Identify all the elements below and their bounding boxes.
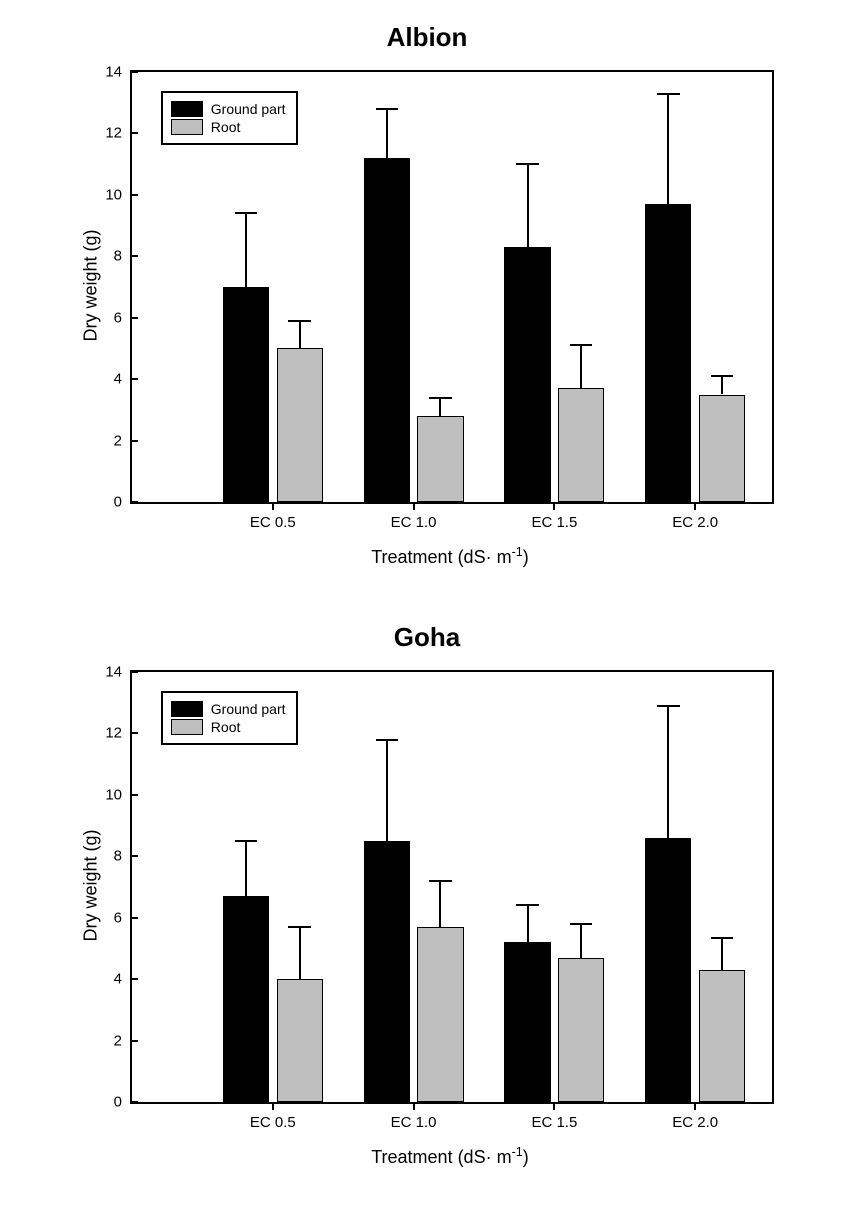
ytick-label: 4: [114, 971, 132, 988]
legend-row: Ground part: [171, 101, 286, 117]
legend-label: Ground part: [211, 101, 286, 117]
legend-label: Root: [211, 119, 241, 135]
legend-swatch: [171, 719, 203, 735]
error-bar-line: [580, 345, 582, 388]
error-bar-line: [439, 398, 441, 416]
bar-ground-part: [364, 841, 410, 1102]
bar-ground-part: [504, 247, 550, 502]
error-bar-cap: [657, 93, 679, 95]
y-axis-label: Dry weight (g): [81, 829, 102, 941]
bar-root: [558, 388, 604, 502]
bar-root: [699, 395, 745, 503]
error-bar-cap: [235, 212, 257, 214]
error-bar-cap: [376, 739, 398, 741]
xtick-label: EC 1.0: [391, 502, 437, 531]
xtick-label: EC 0.5: [250, 1102, 296, 1131]
ytick-label: 12: [105, 725, 132, 742]
bar-root: [417, 927, 463, 1102]
error-bar-line: [527, 905, 529, 942]
y-axis-label: Dry weight (g): [81, 229, 102, 341]
ytick-label: 10: [105, 786, 132, 803]
ytick-label: 14: [105, 664, 132, 681]
bar-ground-part: [223, 896, 269, 1102]
ytick-label: 2: [114, 432, 132, 449]
xtick-label: EC 2.0: [672, 1102, 718, 1131]
error-bar-cap: [235, 840, 257, 842]
bar-ground-part: [645, 838, 691, 1102]
ytick-label: 14: [105, 64, 132, 81]
ytick-label: 0: [114, 1094, 132, 1111]
ytick-label: 4: [114, 371, 132, 388]
error-bar-cap: [516, 904, 538, 906]
bar-ground-part: [223, 287, 269, 502]
legend-row: Ground part: [171, 701, 286, 717]
ytick-label: 2: [114, 1032, 132, 1049]
error-bar-cap: [288, 320, 310, 322]
ytick-label: 10: [105, 186, 132, 203]
legend-label: Root: [211, 719, 241, 735]
error-bar-cap: [288, 926, 310, 928]
error-bar-line: [245, 841, 247, 896]
legend: Ground part Root: [161, 691, 298, 745]
chart-title-albion: Albion: [0, 22, 854, 53]
bar-ground-part: [645, 204, 691, 502]
error-bar-cap: [711, 937, 733, 939]
chart-title-goha: Goha: [0, 622, 854, 653]
ytick-label: 8: [114, 248, 132, 265]
error-bar-line: [667, 94, 669, 205]
error-bar-cap: [429, 880, 451, 882]
error-bar-cap: [429, 397, 451, 399]
plot-area-albion: 02468101214EC 0.5EC 1.0EC 1.5EC 2.0Groun…: [130, 70, 774, 504]
figure-container: Albion02468101214EC 0.5EC 1.0EC 1.5EC 2.…: [0, 0, 854, 1210]
legend-row: Root: [171, 719, 286, 735]
legend-swatch: [171, 701, 203, 717]
error-bar-line: [439, 881, 441, 927]
bar-root: [558, 958, 604, 1102]
error-bar-line: [245, 213, 247, 287]
legend-row: Root: [171, 119, 286, 135]
error-bar-line: [721, 938, 723, 970]
error-bar-cap: [570, 923, 592, 925]
error-bar-cap: [376, 108, 398, 110]
error-bar-line: [386, 740, 388, 841]
ytick-label: 0: [114, 494, 132, 511]
x-axis-label: Treatment (dS· m-1): [130, 545, 770, 568]
plot-area-goha: 02468101214EC 0.5EC 1.0EC 1.5EC 2.0Groun…: [130, 670, 774, 1104]
error-bar-cap: [711, 375, 733, 377]
xtick-label: EC 1.5: [531, 502, 577, 531]
xtick-label: EC 2.0: [672, 502, 718, 531]
error-bar-line: [527, 164, 529, 247]
bar-root: [417, 416, 463, 502]
bar-root: [699, 970, 745, 1102]
error-bar-line: [667, 706, 669, 838]
legend-swatch: [171, 119, 203, 135]
legend: Ground part Root: [161, 91, 298, 145]
error-bar-line: [580, 924, 582, 958]
bar-ground-part: [504, 942, 550, 1102]
xtick-label: EC 0.5: [250, 502, 296, 531]
ytick-label: 12: [105, 125, 132, 142]
bar-root: [277, 979, 323, 1102]
ytick-label: 6: [114, 909, 132, 926]
legend-swatch: [171, 101, 203, 117]
x-axis-label: Treatment (dS· m-1): [130, 1145, 770, 1168]
error-bar-line: [299, 321, 301, 349]
error-bar-cap: [516, 163, 538, 165]
error-bar-cap: [657, 705, 679, 707]
error-bar-line: [386, 109, 388, 158]
ytick-label: 8: [114, 848, 132, 865]
bar-ground-part: [364, 158, 410, 502]
legend-label: Ground part: [211, 701, 286, 717]
bar-root: [277, 348, 323, 502]
error-bar-line: [721, 376, 723, 394]
error-bar-line: [299, 927, 301, 979]
ytick-label: 6: [114, 309, 132, 326]
error-bar-cap: [570, 344, 592, 346]
xtick-label: EC 1.5: [531, 1102, 577, 1131]
xtick-label: EC 1.0: [391, 1102, 437, 1131]
